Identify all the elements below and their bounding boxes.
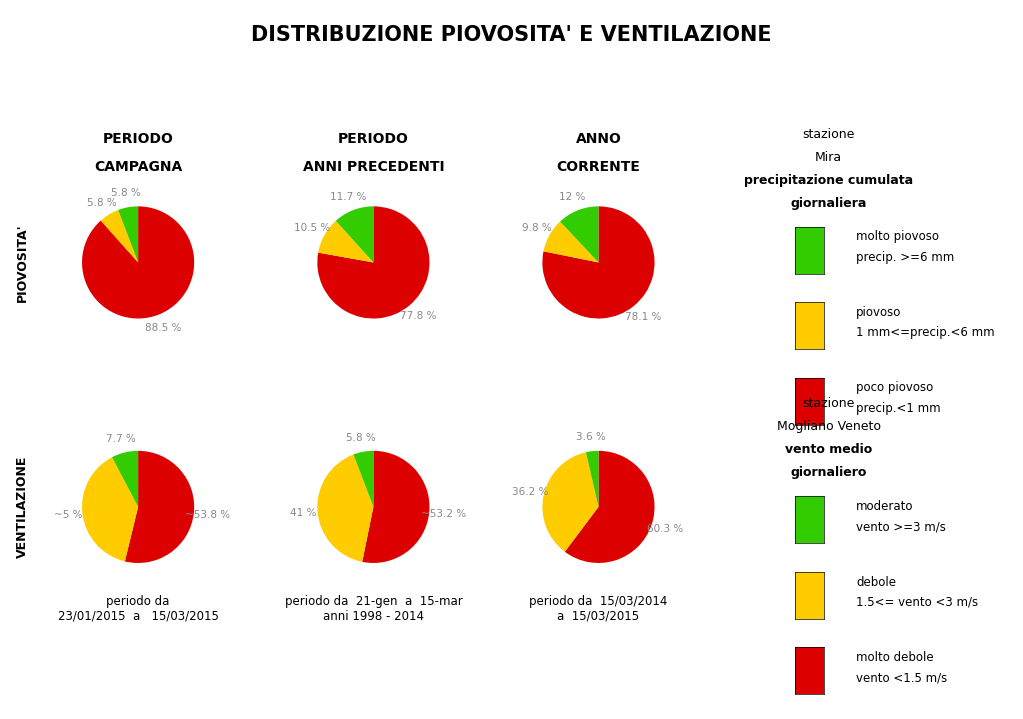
Text: Mira: Mira <box>815 151 842 164</box>
Text: vento <1.5 m/s: vento <1.5 m/s <box>856 672 947 684</box>
Text: vento >=3 m/s: vento >=3 m/s <box>856 521 946 533</box>
Text: 77.8 %: 77.8 % <box>400 311 437 321</box>
Wedge shape <box>82 457 138 562</box>
Text: stazione: stazione <box>802 398 855 411</box>
Wedge shape <box>112 451 138 507</box>
Text: vento medio: vento medio <box>785 443 873 457</box>
Wedge shape <box>542 452 598 551</box>
Wedge shape <box>565 451 655 563</box>
Text: ~53.8 %: ~53.8 % <box>185 510 230 521</box>
Text: debole: debole <box>856 576 896 589</box>
Wedge shape <box>336 206 373 262</box>
Wedge shape <box>82 206 194 319</box>
Text: 60.3 %: 60.3 % <box>647 524 683 534</box>
Wedge shape <box>543 221 598 262</box>
Text: 5.8 %: 5.8 % <box>346 433 375 443</box>
Text: ~53.2 %: ~53.2 % <box>420 509 465 519</box>
Text: PERIODO: PERIODO <box>102 132 174 145</box>
Text: giornaliero: giornaliero <box>791 467 866 480</box>
Text: periodo da  15/03/2014
a  15/03/2015: periodo da 15/03/2014 a 15/03/2015 <box>529 595 668 623</box>
Text: DISTRIBUZIONE PIOVOSITA' E VENTILAZIONE: DISTRIBUZIONE PIOVOSITA' E VENTILAZIONE <box>252 25 771 45</box>
Text: 36.2 %: 36.2 % <box>512 487 548 498</box>
Wedge shape <box>318 221 373 262</box>
Wedge shape <box>560 206 598 262</box>
Text: 12 %: 12 % <box>560 192 586 202</box>
Text: giornaliera: giornaliera <box>791 197 866 210</box>
Text: ANNI PRECEDENTI: ANNI PRECEDENTI <box>303 160 444 174</box>
Wedge shape <box>317 454 373 562</box>
Text: 9.8 %: 9.8 % <box>523 224 552 234</box>
Text: precip.<1 mm: precip.<1 mm <box>856 402 941 415</box>
Wedge shape <box>125 451 194 563</box>
Text: 3.6 %: 3.6 % <box>576 432 606 442</box>
Text: CAMPAGNA: CAMPAGNA <box>94 160 182 174</box>
Text: precip. >=6 mm: precip. >=6 mm <box>856 251 954 264</box>
Text: 5.8 %: 5.8 % <box>110 188 140 198</box>
Text: piovoso: piovoso <box>856 306 901 319</box>
Text: ANNO: ANNO <box>576 132 621 145</box>
Text: 88.5 %: 88.5 % <box>145 323 181 333</box>
Text: molto debole: molto debole <box>856 651 934 664</box>
Text: poco piovoso: poco piovoso <box>856 382 934 395</box>
Text: PERIODO: PERIODO <box>338 132 409 145</box>
Wedge shape <box>118 206 138 262</box>
Text: periodo da  21-gen  a  15-mar
anni 1998 - 2014: periodo da 21-gen a 15-mar anni 1998 - 2… <box>284 595 462 623</box>
Text: CORRENTE: CORRENTE <box>557 160 640 174</box>
Text: 7.7 %: 7.7 % <box>106 434 136 444</box>
Text: 41 %: 41 % <box>291 508 317 518</box>
Text: precipitazione cumulata: precipitazione cumulata <box>744 174 914 187</box>
Text: ~5 %: ~5 % <box>54 510 83 521</box>
Text: 1.5<= vento <3 m/s: 1.5<= vento <3 m/s <box>856 596 978 609</box>
Wedge shape <box>542 206 655 319</box>
Wedge shape <box>362 451 430 563</box>
Text: 1 mm<=precip.<6 mm: 1 mm<=precip.<6 mm <box>856 326 995 339</box>
Text: 5.8 %: 5.8 % <box>87 198 117 208</box>
Text: 78.1 %: 78.1 % <box>625 312 661 321</box>
Text: molto piovoso: molto piovoso <box>856 231 939 244</box>
Wedge shape <box>317 206 430 319</box>
Text: stazione: stazione <box>802 128 855 141</box>
Text: periodo da
23/01/2015  a   15/03/2015: periodo da 23/01/2015 a 15/03/2015 <box>57 595 219 623</box>
Text: PIOVOSITA': PIOVOSITA' <box>16 223 29 302</box>
Wedge shape <box>586 451 598 507</box>
Text: 10.5 %: 10.5 % <box>294 224 330 234</box>
Wedge shape <box>101 210 138 262</box>
Wedge shape <box>353 451 373 507</box>
Text: 11.7 %: 11.7 % <box>330 192 366 202</box>
Text: VENTILAZIONE: VENTILAZIONE <box>16 456 29 558</box>
Text: Mogliano Veneto: Mogliano Veneto <box>776 420 881 434</box>
Text: moderato: moderato <box>856 500 914 513</box>
